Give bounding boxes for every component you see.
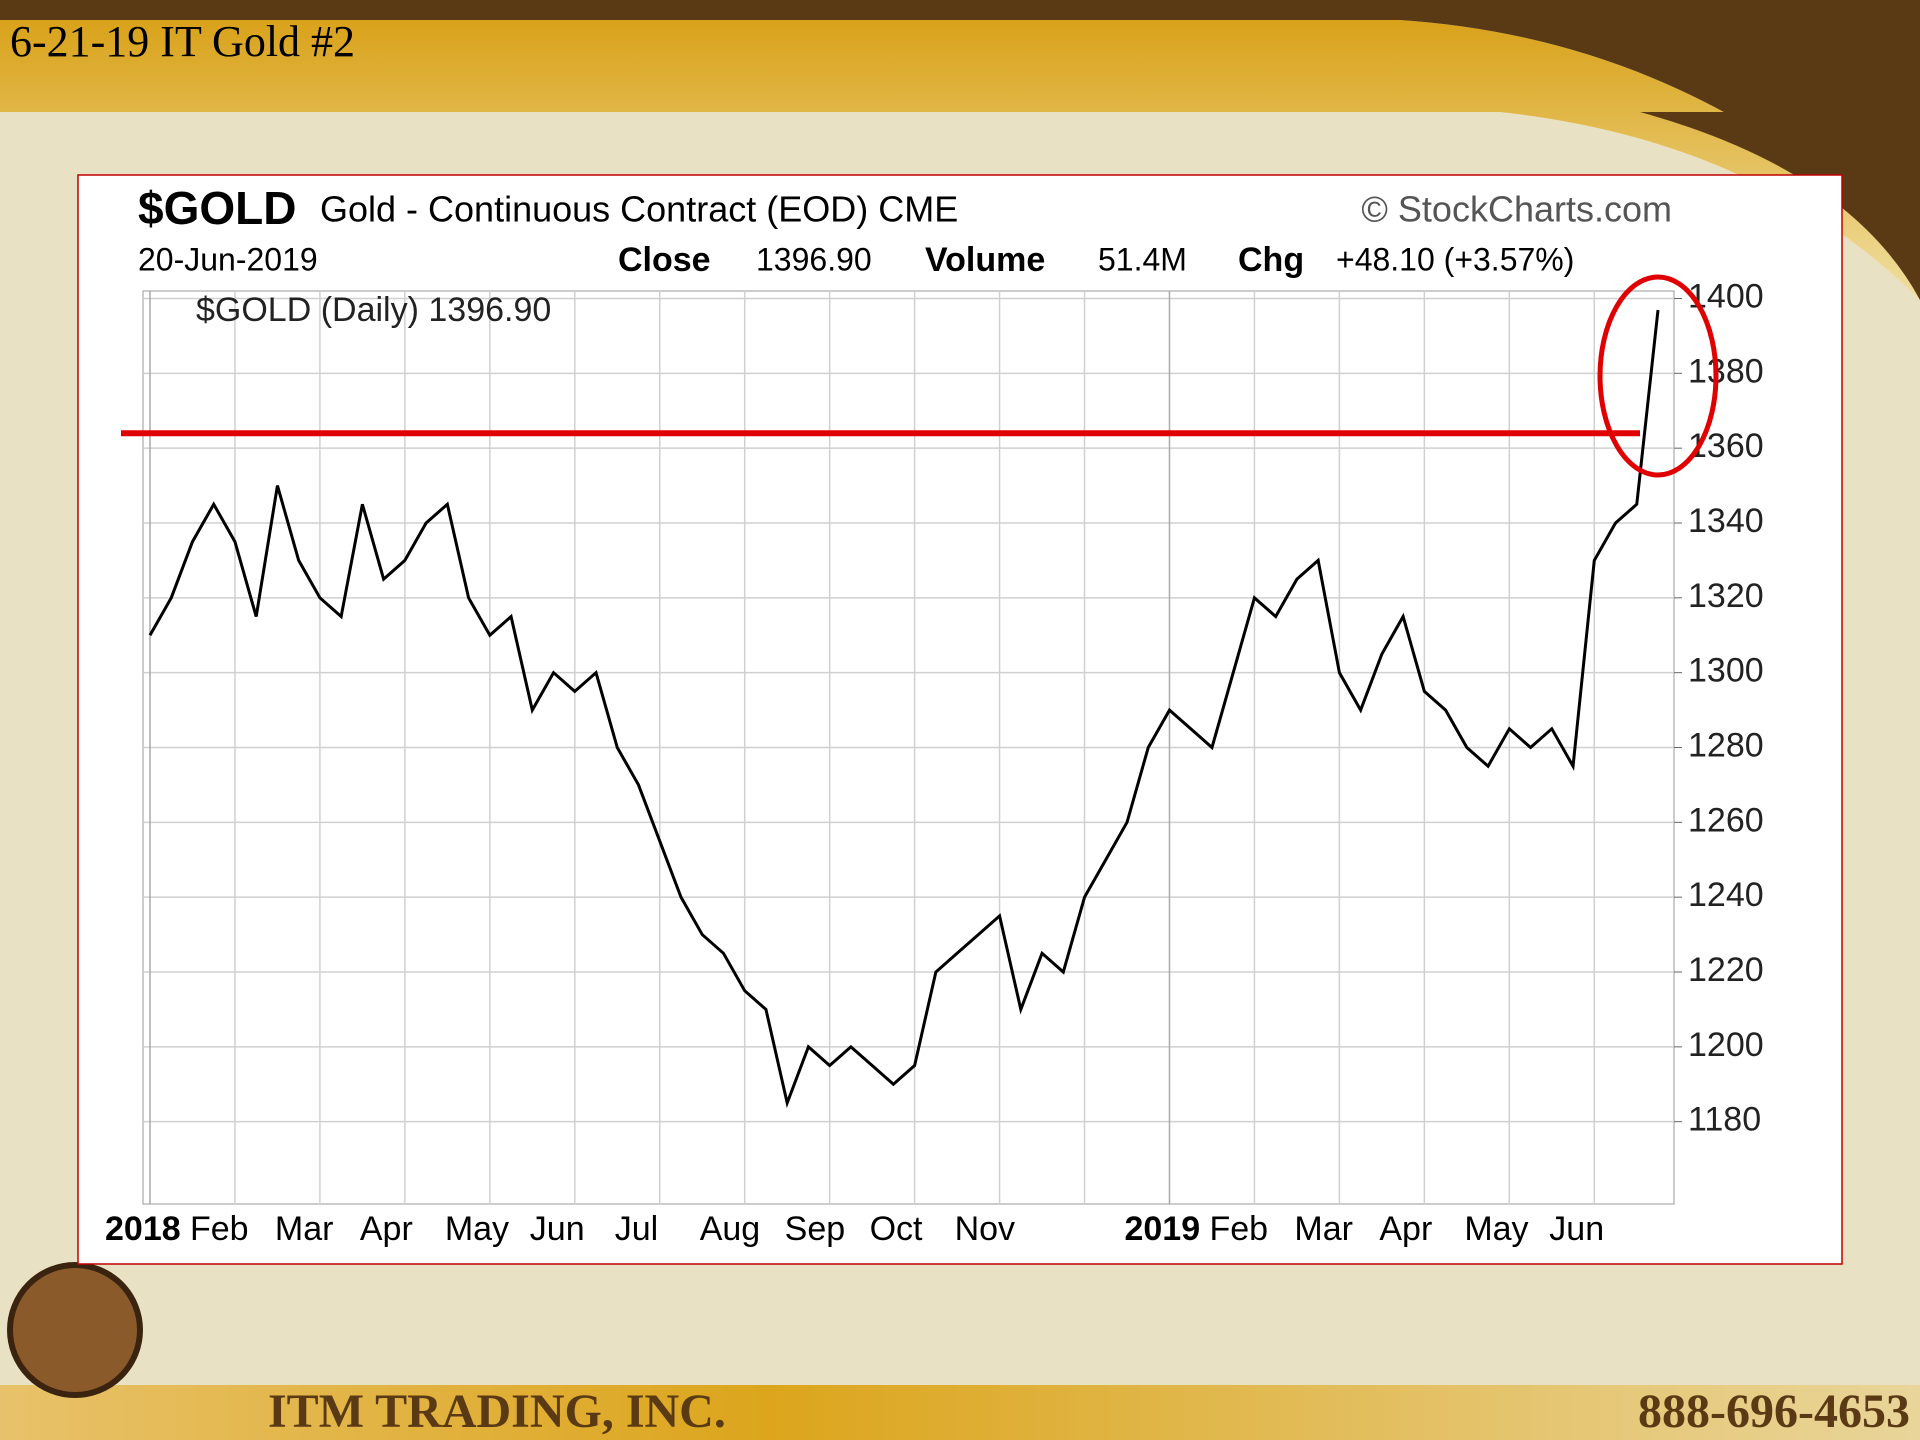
chg-value: +48.10 (+3.57%) (1336, 241, 1574, 277)
y-tick-label: 1180 (1688, 1101, 1761, 1139)
x-tick-label: Nov (955, 1210, 1015, 1248)
y-tick-label: 1200 (1688, 1026, 1764, 1064)
symbol: $GOLD (138, 182, 296, 234)
close-label: Close (618, 241, 711, 279)
y-tick-label: 1300 (1688, 652, 1764, 690)
x-tick-label: Feb (1209, 1210, 1268, 1248)
volume-value: 51.4M (1098, 241, 1187, 277)
right-curve (1640, 112, 1920, 300)
chg-label: Chg (1238, 241, 1304, 279)
close-value: 1396.90 (756, 241, 872, 277)
y-tick-label: 1220 (1688, 951, 1764, 989)
x-tick-label: Apr (360, 1210, 413, 1248)
x-tick-label: Mar (275, 1210, 334, 1248)
x-tick-label: 2019 (1124, 1210, 1200, 1248)
y-tick-label: 1260 (1688, 801, 1764, 839)
volume-label: Volume (925, 241, 1045, 279)
y-tick-label: 1320 (1688, 577, 1764, 615)
x-tick-label: May (445, 1210, 509, 1248)
y-tick-label: 1240 (1688, 876, 1764, 914)
x-tick-label: Mar (1294, 1210, 1353, 1248)
x-tick-label: May (1464, 1210, 1528, 1248)
chart-frame (77, 174, 1843, 1265)
header-curve (1400, 20, 1920, 260)
y-tick-label: 1340 (1688, 502, 1764, 540)
globe-icon (7, 1262, 143, 1398)
plot: 1180120012201240126012801300132013401360… (105, 277, 1764, 1248)
header-band (0, 20, 1920, 300)
date: 20-Jun-2019 (138, 241, 318, 277)
chart-title: Gold - Continuous Contract (EOD) CME (320, 189, 958, 230)
footer-band (0, 1385, 1920, 1440)
legend: $GOLD (Daily) 1396.90 (196, 291, 551, 329)
source: © StockCharts.com (1361, 189, 1672, 230)
phone: 888-696-4653 (1638, 1385, 1910, 1438)
x-tick-label: Feb (190, 1210, 249, 1248)
x-tick-label: Jun (530, 1210, 585, 1248)
x-tick-label: Oct (870, 1210, 923, 1248)
highlight-ellipse (1597, 274, 1719, 478)
x-tick-label: 2018 (105, 1210, 181, 1248)
x-tick-label: Sep (785, 1210, 846, 1248)
y-tick-label: 1280 (1688, 726, 1764, 764)
x-tick-label: Aug (700, 1210, 761, 1248)
y-tick-label: 1380 (1688, 352, 1764, 390)
company-name: ITM TRADING, INC. (268, 1385, 726, 1438)
x-tick-label: Apr (1379, 1210, 1432, 1248)
price-line (148, 309, 1660, 1109)
top-band (0, 0, 1920, 20)
x-tick-label: Jun (1549, 1210, 1604, 1248)
x-tick-label: Jul (615, 1210, 658, 1248)
slide-title: 6-21-19 IT Gold #2 (10, 17, 355, 66)
